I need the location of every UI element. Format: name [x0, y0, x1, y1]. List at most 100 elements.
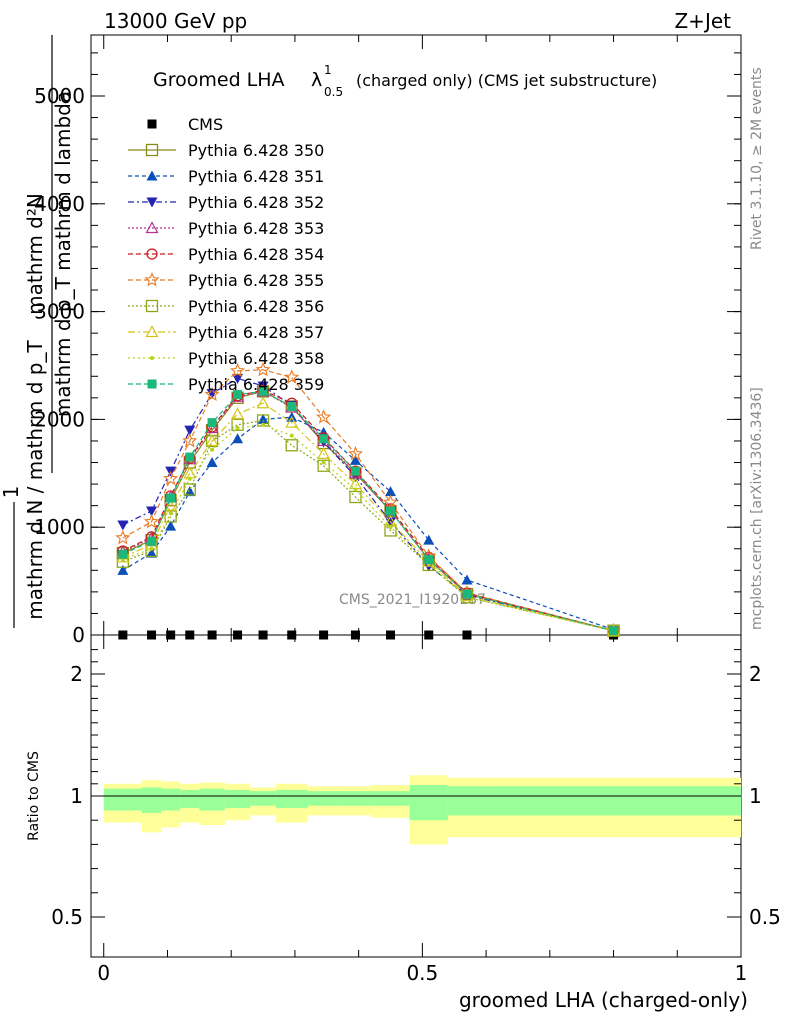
data-point	[232, 373, 244, 384]
data-point	[164, 498, 178, 511]
ylabel-one: 1	[0, 486, 23, 499]
legend-marker	[145, 221, 159, 234]
data-point	[386, 506, 396, 516]
series-layer	[115, 361, 622, 640]
ratio-band-inner	[250, 791, 276, 806]
legend-entry: Pythia 6.428 351	[128, 167, 324, 186]
title-main: Groomed LHA	[153, 69, 285, 91]
ratio-xtick-label: 0.5	[406, 961, 438, 985]
legend-marker	[147, 379, 157, 389]
x-axis-label: groomed LHA (charged-only)	[459, 988, 748, 1012]
title-sup: 1	[324, 63, 332, 77]
legend-label: Pythia 6.428 353	[188, 219, 324, 238]
legend-marker	[144, 272, 160, 287]
data-point	[204, 386, 220, 402]
main-ytick-label: 3000	[34, 300, 85, 324]
ratio-band-inner	[199, 788, 225, 811]
data-point	[118, 630, 128, 640]
ratio-y-label: Ratio to CMS	[26, 751, 42, 841]
data-point	[165, 520, 177, 531]
legend-label: Pythia 6.428 354	[188, 245, 324, 264]
legend-entry: Pythia 6.428 355	[128, 271, 324, 290]
data-point	[185, 630, 195, 640]
legend-entry: Pythia 6.428 350	[128, 141, 324, 160]
data-point	[317, 459, 330, 472]
legend-entry: CMS	[147, 115, 223, 134]
data-point	[143, 513, 160, 529]
legend-label: Pythia 6.428 359	[188, 375, 324, 394]
data-point	[284, 369, 300, 384]
series-line	[122, 424, 614, 632]
ratio-bands	[103, 775, 741, 845]
legend-marker	[145, 325, 159, 338]
legend-entry: Pythia 6.428 357	[128, 323, 324, 342]
data-point	[233, 390, 243, 400]
data-point	[115, 530, 131, 545]
legend-entry: Pythia 6.428 352	[128, 193, 324, 212]
ratio-ytick-label: 0.5	[51, 905, 83, 929]
data-point	[117, 520, 129, 531]
ratio-xtick-label: 0	[97, 961, 110, 985]
data-point	[185, 452, 195, 462]
legend-entry: Pythia 6.428 356	[128, 297, 324, 316]
legend-label: Pythia 6.428 358	[188, 349, 324, 368]
ratio-band-inner	[409, 785, 448, 821]
watermark-analysis: CMS_2021_I1920187	[339, 592, 486, 608]
data-point	[350, 466, 360, 476]
data-point	[462, 589, 472, 599]
ylabel-top-den: mathrm d p_T mathrm d lambda	[51, 91, 75, 417]
legend: CMS Pythia 6.428 350 Pythia 6.428 351 Pythi…	[128, 115, 324, 394]
data-point	[258, 630, 268, 640]
data-point	[349, 490, 362, 504]
series-line	[122, 390, 614, 632]
data-point	[349, 454, 361, 465]
series-line	[122, 389, 614, 632]
main-axes: 0 1000 2000 3000 4000 5000	[34, 35, 742, 647]
data-point	[319, 434, 329, 444]
legend-label: Pythia 6.428 350	[188, 141, 324, 160]
legend-entry: Pythia 6.428 359	[128, 375, 324, 394]
data-point	[230, 362, 246, 378]
data-point	[146, 547, 158, 558]
data-point	[118, 549, 128, 559]
data-point	[462, 630, 472, 640]
legend-entry: Pythia 6.428 354	[128, 245, 324, 264]
data-point	[349, 465, 362, 477]
side-mcplots-text: mcplots.cern.ch [arXiv:1306.3436]	[749, 387, 765, 630]
data-point	[147, 630, 157, 640]
legend-marker	[145, 299, 159, 313]
series-line	[122, 369, 614, 632]
data-point	[289, 433, 294, 438]
title-lambda: λ	[311, 69, 322, 91]
data-point	[182, 433, 198, 448]
legend-label: Pythia 6.428 357	[188, 323, 324, 342]
data-point	[184, 425, 196, 436]
legend-marker	[146, 248, 158, 260]
main-ytick-label: 2000	[34, 407, 85, 431]
ylabel-bottom: mathrm d N / mathrm d p_T	[23, 340, 47, 620]
data-point	[166, 630, 176, 640]
ratio-ytick-label-right: 1	[749, 784, 762, 808]
side-rivet-text: Rivet 3.1.10, ≥ 2M events	[749, 67, 765, 250]
data-point	[207, 630, 217, 640]
legend-marker	[146, 197, 158, 208]
ratio-band-inner	[103, 788, 142, 811]
data-point	[233, 630, 243, 640]
ratio-ytick-label: 1	[70, 784, 83, 808]
ratio-band-inner	[161, 788, 181, 811]
ratio-band-inner	[141, 787, 162, 813]
data-point	[231, 418, 244, 431]
ratio-band-inner	[180, 789, 200, 809]
data-point	[287, 401, 297, 411]
data-point	[424, 555, 434, 565]
data-point	[256, 396, 270, 409]
title-suffix: (charged only) (CMS jet substructure)	[356, 71, 657, 90]
legend-label: Pythia 6.428 352	[188, 193, 324, 212]
ylabel-top-num: mathrm d²N	[23, 193, 47, 315]
data-point	[261, 422, 266, 427]
data-point	[287, 630, 297, 640]
data-point	[168, 511, 173, 516]
ratio-band-inner	[447, 786, 487, 816]
legend-marker	[145, 143, 159, 157]
legend-label: Pythia 6.428 351	[188, 167, 324, 186]
